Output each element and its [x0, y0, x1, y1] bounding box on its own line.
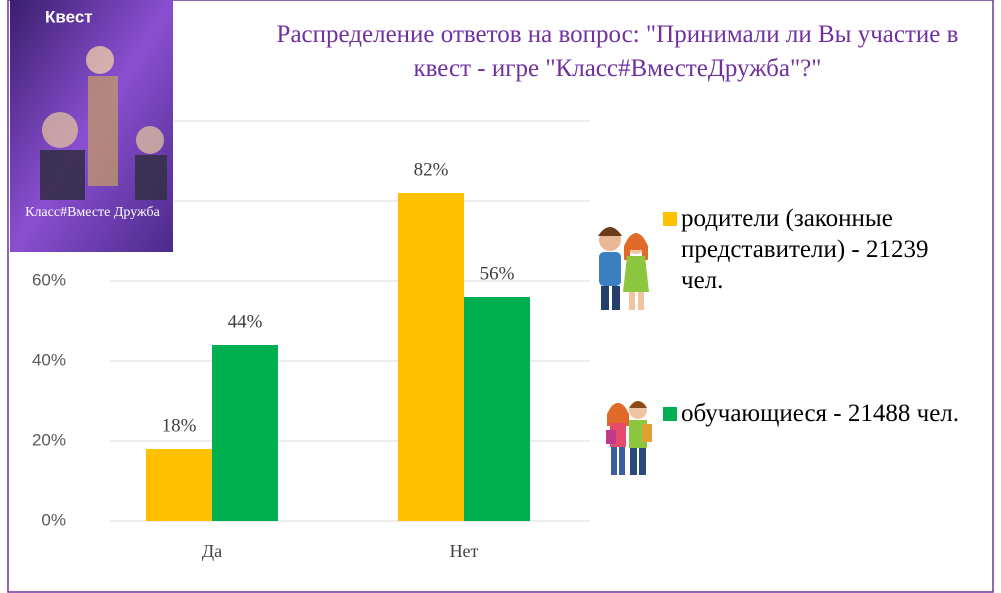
y-tick-label: 40%: [32, 350, 66, 369]
legend-swatch: [663, 407, 677, 421]
frame: [7, 0, 994, 593]
y-tick-label: 0%: [41, 510, 66, 529]
value-label: 18%: [162, 415, 197, 436]
bar: [398, 193, 464, 521]
bar: [212, 345, 278, 521]
x-tick-label: Да: [202, 541, 222, 561]
y-tick-label: 100%: [23, 110, 66, 129]
legend-swatch: [663, 212, 677, 226]
bar: [146, 449, 212, 521]
x-tick-label: Нет: [450, 541, 479, 561]
legend-item: обучающиеся - 21488 чел.: [663, 398, 983, 429]
value-label: 56%: [480, 263, 515, 284]
bar: [464, 297, 530, 521]
legend-label: обучающиеся - 21488 чел.: [681, 400, 960, 427]
legend-label: родители (законные представители) - 2123…: [681, 205, 929, 294]
value-label: 82%: [414, 159, 449, 180]
legend-item: родители (законные представители) - 2123…: [663, 203, 983, 296]
y-tick-label: 80%: [32, 190, 66, 209]
y-tick-label: 60%: [32, 270, 66, 289]
y-tick-label: 20%: [32, 430, 66, 449]
chart-title: Распределение ответов на вопрос: "Приним…: [276, 21, 959, 82]
value-label: 44%: [228, 311, 263, 332]
